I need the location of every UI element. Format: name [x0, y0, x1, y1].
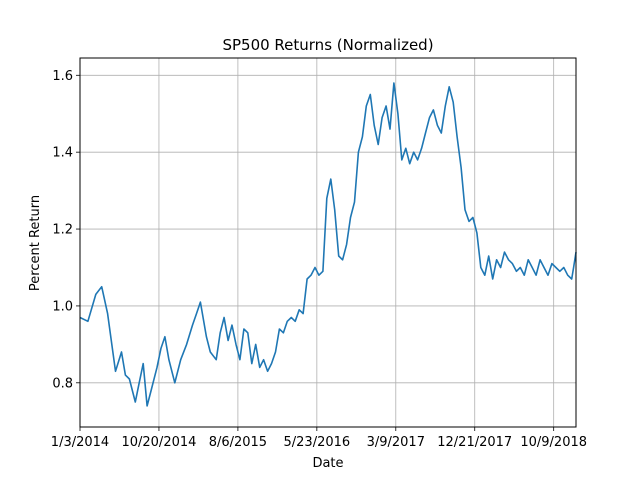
- x-tick-label: 5/23/2016: [284, 435, 351, 450]
- grid: [80, 58, 576, 427]
- x-tick-label: 10/20/2014: [121, 435, 196, 450]
- y-tick-label: 1.2: [52, 223, 73, 238]
- y-tick-label: 1.0: [52, 299, 73, 314]
- x-tick-label: 8/6/2015: [209, 435, 267, 450]
- x-tick-label: 10/9/2018: [520, 435, 587, 450]
- x-axis-ticks: 1/3/2014 10/20/2014 8/6/2015 5/23/2016 3/9/2…: [51, 427, 587, 450]
- series-layer: [79, 82, 577, 407]
- y-tick-label: 0.8: [52, 376, 73, 391]
- y-axis-label: Percent Return: [28, 195, 43, 291]
- series-line: [79, 82, 577, 407]
- y-axis-ticks: 0.8 1.0 1.2 1.4 1.6: [52, 69, 80, 391]
- y-tick-label: 1.4: [52, 146, 73, 161]
- chart-title: SP500 Returns (Normalized): [222, 36, 433, 54]
- x-tick-label: 3/9/2017: [367, 435, 425, 450]
- x-tick-label: 1/3/2014: [51, 435, 109, 450]
- y-tick-label: 1.6: [52, 69, 73, 84]
- x-axis-label: Date: [312, 456, 343, 471]
- x-tick-label: 12/21/2017: [437, 435, 512, 450]
- plot-frame: [79, 57, 577, 428]
